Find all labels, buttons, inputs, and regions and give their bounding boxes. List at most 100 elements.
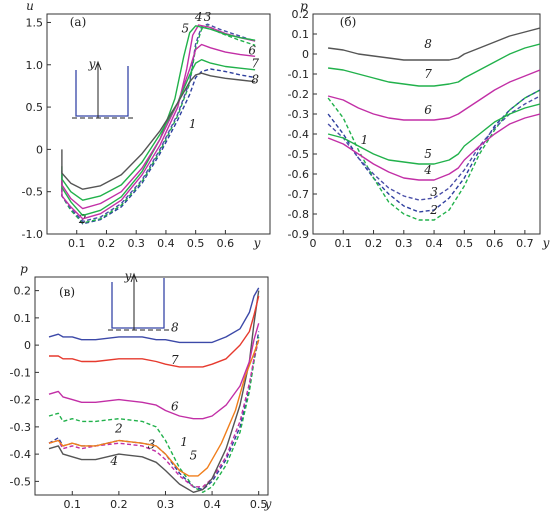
series-label-8: 8	[171, 321, 179, 335]
series-line-6	[48, 323, 260, 420]
y-tick-label: -0.6	[288, 168, 309, 181]
x-tick-label: 0.4	[203, 498, 221, 511]
inset-arrow-icon	[130, 272, 138, 283]
y-tick-label: -0.2	[10, 394, 31, 407]
series-label-4: 4	[109, 454, 118, 468]
series-label-1: 1	[189, 117, 197, 131]
x-tick-label: 0.6	[217, 237, 235, 250]
series-label-6: 6	[248, 44, 256, 58]
y-axis-label: u	[26, 0, 34, 13]
x-tick-label: 0.2	[98, 237, 116, 250]
inset-arrow-icon	[94, 60, 102, 71]
x-tick-label: 0	[310, 237, 317, 250]
x-axis-label: y	[264, 497, 272, 511]
series-label-1: 1	[180, 435, 188, 449]
y-tick-label: -0.9	[288, 228, 309, 241]
y-tick-label: -0.4	[10, 448, 31, 461]
y-tick-label: 0	[302, 48, 309, 61]
y-tick-label: -0.2	[288, 88, 309, 101]
plot-frame	[312, 13, 541, 235]
series-label-6: 6	[171, 400, 179, 414]
x-tick-label: 0.5	[456, 237, 474, 250]
x-tick-label: 0.3	[395, 237, 413, 250]
y-tick-label: 0.1	[14, 312, 32, 325]
y-tick-label: -0.5	[10, 475, 31, 488]
series-label-1: 1	[361, 133, 369, 147]
series-line-1	[48, 331, 260, 491]
series-line-7	[61, 59, 256, 201]
x-tick-label: 0.5	[250, 498, 268, 511]
series-line-2	[61, 25, 256, 224]
series-label-7: 7	[424, 67, 432, 81]
y-tick-label: -0.8	[288, 208, 309, 221]
series-label-2: 2	[114, 421, 123, 435]
x-tick-label: 0.3	[127, 237, 145, 250]
y-tick-label: 0.5	[26, 101, 44, 114]
y-tick-label: 0	[36, 143, 43, 156]
series-label-4: 4	[194, 10, 203, 24]
series-label-2: 2	[429, 203, 438, 217]
x-axis-label: y	[253, 236, 261, 250]
channel-outline	[75, 66, 129, 117]
x-tick-label: 0.2	[365, 237, 383, 250]
series-label-5: 5	[181, 22, 189, 36]
y-tick-label: -1.0	[22, 228, 43, 241]
panel-label: (в)	[59, 285, 75, 299]
y-tick-label: -0.4	[288, 128, 309, 141]
y-tick-label: 1.5	[26, 16, 44, 29]
x-tick-label: 0.4	[157, 237, 175, 250]
x-tick-label: 0.5	[187, 237, 205, 250]
series-line-2	[48, 336, 260, 493]
panel-label: (б)	[340, 15, 357, 29]
series-label-8: 8	[251, 72, 259, 86]
y-axis-label: p	[20, 262, 28, 276]
y-tick-label: 0.2	[292, 8, 310, 21]
series-line-4	[327, 113, 540, 181]
series-line-6	[61, 43, 256, 210]
channel-outline	[111, 278, 165, 329]
y-tick-label: 0	[24, 339, 31, 352]
y-axis-label: p	[300, 0, 308, 13]
y-tick-label: -0.1	[288, 68, 309, 81]
series-line-7	[328, 43, 540, 87]
series-line-7	[49, 295, 260, 368]
series-label-5: 5	[190, 449, 198, 463]
series-label-6: 6	[424, 103, 432, 117]
series-line-8	[61, 72, 256, 190]
series-line-8	[48, 287, 260, 344]
y-tick-label: -0.7	[288, 188, 309, 201]
series-line-2	[327, 89, 540, 221]
x-tick-label: 0.6	[486, 237, 504, 250]
series-line-5	[48, 339, 260, 477]
chart-panel-3: 0.1 0.2 0.3 0.4 0.5 0.2 0.1 0 -0.1 -0.2 -0.3 -0.4 -0…	[10, 262, 272, 511]
y-tick-label: -0.3	[288, 108, 309, 121]
plot-frame	[34, 276, 269, 496]
y-tick-label: -0.1	[10, 366, 31, 379]
series-line-5	[327, 103, 540, 165]
y-tick-label: 1.0	[26, 59, 44, 72]
x-tick-label: 0.1	[335, 237, 353, 250]
series-label-7: 7	[251, 56, 259, 70]
series-label-8: 8	[424, 37, 432, 51]
series-line-1	[327, 89, 540, 213]
chart-panel-2: 0 0.1 0.2 0.3 0.4 0.5 0.6 0.7 0.2 0.1 0 -0.1 -0.2 -0.…	[288, 0, 550, 250]
inset-sketch: y	[108, 269, 170, 331]
series-line-8	[328, 27, 540, 61]
series-line-3	[48, 339, 260, 488]
series-line-3	[61, 23, 256, 222]
series-line-6	[327, 69, 540, 121]
x-tick-label: 0.1	[64, 498, 82, 511]
series-label-5: 5	[424, 147, 432, 161]
x-tick-label: 0.7	[516, 237, 534, 250]
panel-label: (а)	[70, 15, 87, 29]
x-axis-label: y	[542, 236, 550, 250]
y-tick-label: -0.3	[10, 421, 31, 434]
x-tick-label: 0.1	[68, 237, 86, 250]
series-line-3	[327, 95, 540, 201]
chart-panel-1: 0.1 0.2 0.3 0.4 0.5 0.6 -1.0 -0.5 0 0.5 1.0 1.5 u y (а…	[22, 0, 271, 250]
x-tick-label: 0.4	[425, 237, 443, 250]
plot-frame	[46, 13, 271, 235]
y-tick-label: -0.5	[22, 186, 43, 199]
x-tick-label: 0.3	[157, 498, 175, 511]
